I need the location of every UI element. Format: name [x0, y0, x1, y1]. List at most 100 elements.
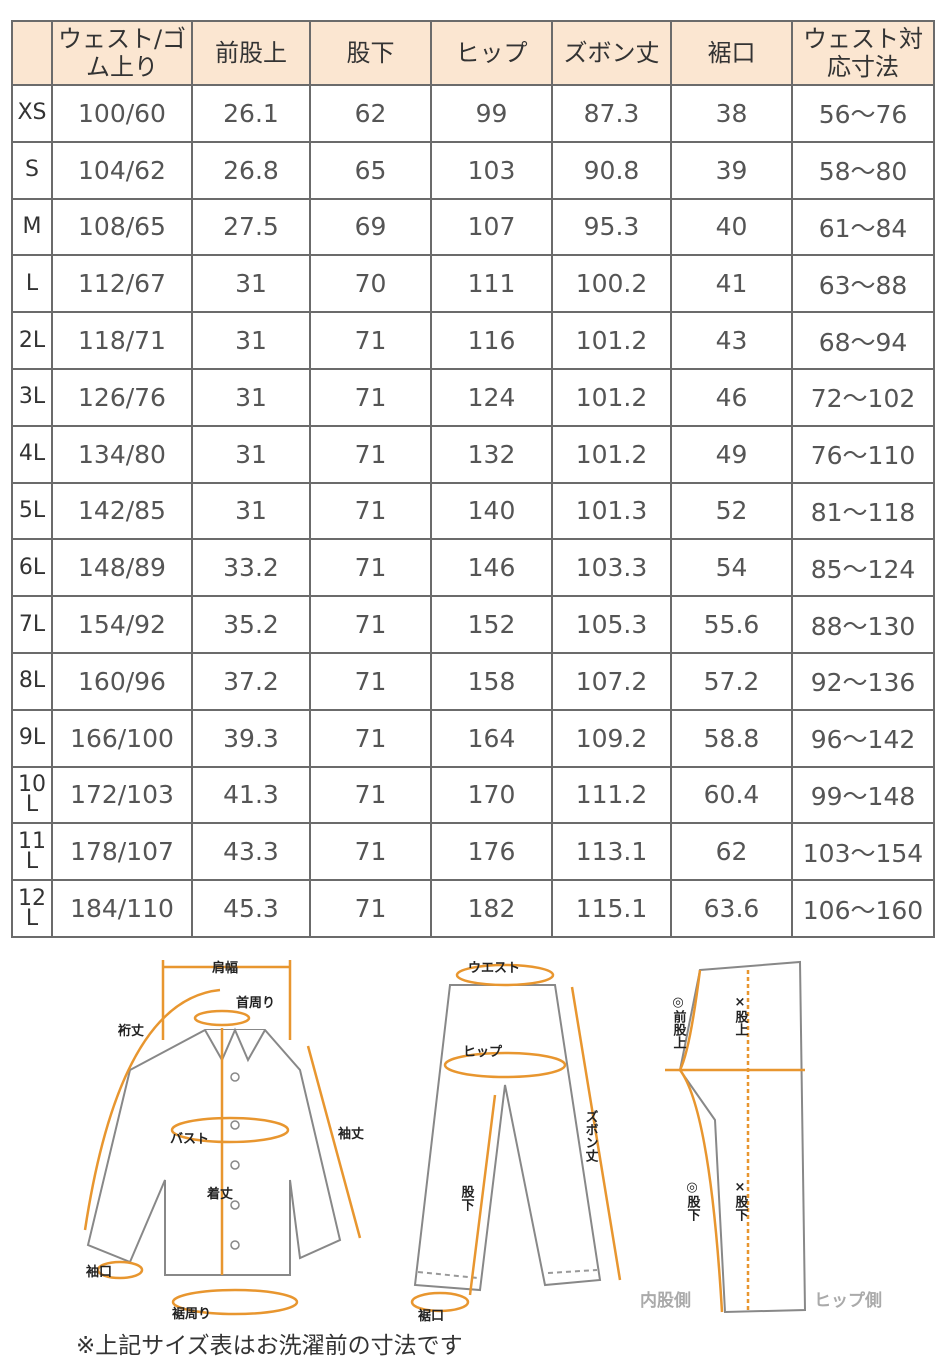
column-header: ヒップ [430, 20, 553, 86]
label-rise: ×股上 [733, 995, 749, 1036]
table-cell: 124 [430, 367, 553, 427]
table-cell: 132 [430, 424, 553, 484]
label-hip: ヒップ [463, 1045, 503, 1060]
table-cell: 99～148 [791, 765, 935, 825]
table-cell: 31 [191, 424, 311, 484]
table-cell: 176 [430, 822, 553, 882]
table-cell: 85～124 [791, 538, 935, 598]
label-neck: 首周り [236, 995, 275, 1011]
table-cell: 45.3 [191, 879, 311, 938]
table-cell: 107.2 [551, 651, 672, 711]
table-cell: 41.3 [191, 765, 311, 825]
label-bust: バスト [170, 1132, 209, 1147]
table-cell: 71 [309, 765, 432, 825]
table-row: XS 100/60 26.1 62 99 87.3 38 56～76 [11, 84, 935, 143]
table-cell: 71 [309, 708, 432, 768]
table-cell: 31 [191, 481, 311, 541]
size-label: 5L [11, 481, 53, 541]
table-cell: 26.8 [191, 140, 311, 200]
table-cell: 146 [430, 538, 553, 598]
label-shoulder: 肩幅 [212, 960, 238, 976]
table-cell: 58～80 [791, 140, 935, 200]
size-label: 3L [11, 367, 53, 427]
table-cell: 101.2 [551, 424, 672, 484]
table-cell: 60.4 [670, 765, 793, 825]
size-label: XS [11, 84, 53, 143]
table-row: 12L 184/110 45.3 71 182 115.1 63.6 106～160 [11, 879, 935, 938]
label-hem: 裾周り [172, 1306, 211, 1322]
table-cell: 61～84 [791, 197, 935, 257]
table-cell: 107 [430, 197, 553, 257]
table-cell: 62 [670, 822, 793, 882]
table-cell: 65 [309, 140, 432, 200]
table-cell: 31 [191, 367, 311, 427]
table-cell: 46 [670, 367, 793, 427]
table-cell: 39.3 [191, 708, 311, 768]
table-cell: 158 [430, 651, 553, 711]
size-label: 9L [11, 708, 53, 768]
table-cell: 26.1 [191, 84, 311, 143]
table-cell: 57.2 [670, 651, 793, 711]
table-cell: 41 [670, 254, 793, 314]
table-row: 7L 154/92 35.2 71 152 105.3 55.6 88～130 [11, 595, 935, 654]
table-cell: 148/89 [51, 538, 193, 598]
wash-note: ※上記サイズ表はお洗濯前の寸法です [76, 1333, 463, 1359]
table-cell: 99 [430, 84, 553, 143]
table-cell: 184/110 [51, 879, 193, 938]
table-row: 9L 166/100 39.3 71 164 109.2 58.8 96～142 [11, 708, 935, 768]
size-label: 6L [11, 538, 53, 598]
table-cell: 71 [309, 595, 432, 654]
table-cell: 40 [670, 197, 793, 257]
table-cell: 172/103 [51, 765, 193, 825]
table-cell: 58.8 [670, 708, 793, 768]
table-cell: 71 [309, 311, 432, 370]
table-cell: 71 [309, 879, 432, 938]
table-row: 10L 172/103 41.3 71 170 111.2 60.4 99～148 [11, 765, 935, 825]
size-label: 10L [11, 765, 53, 825]
table-cell: 103.3 [551, 538, 672, 598]
label-inseam: 股下 [459, 1185, 475, 1212]
table-cell: 105.3 [551, 595, 672, 654]
table-cell: 87.3 [551, 84, 672, 143]
table-cell: 111 [430, 254, 553, 314]
table-cell: 43.3 [191, 822, 311, 882]
table-cell: 68～94 [791, 311, 935, 370]
table-cell: 33.2 [191, 538, 311, 598]
size-label: 11L [11, 822, 53, 882]
table-cell: 101.2 [551, 367, 672, 427]
table-cell: 71 [309, 424, 432, 484]
table-cell: 96～142 [791, 708, 935, 768]
table-row: 8L 160/96 37.2 71 158 107.2 57.2 92～136 [11, 651, 935, 711]
table-cell: 160/96 [51, 651, 193, 711]
table-cell: 43 [670, 311, 793, 370]
table-cell: 71 [309, 651, 432, 711]
column-header [11, 20, 53, 86]
table-cell: 164 [430, 708, 553, 768]
column-header: ウェスト対応寸法 [791, 20, 935, 86]
table-cell: 106～160 [791, 879, 935, 938]
table-cell: 103 [430, 140, 553, 200]
label-pants-length: ズボン丈 [583, 1109, 599, 1163]
label-sleeve: 袖丈 [338, 1126, 364, 1142]
table-row: 2L 118/71 31 71 116 101.2 43 68～94 [11, 311, 935, 370]
measurement-diagram: 肩幅 首周り 裄丈 バスト 袖丈 着丈 袖口 裾周り ウエスト ヒップ 股下 ズ… [83, 960, 882, 1324]
table-cell: 111.2 [551, 765, 672, 825]
table-cell: 37.2 [191, 651, 311, 711]
table-cell: 54 [670, 538, 793, 598]
table-cell: 81～118 [791, 481, 935, 541]
label-waist: ウエスト [468, 961, 520, 976]
label-front-rise: ◎前股上 [671, 995, 687, 1049]
table-cell: 103～154 [791, 822, 935, 882]
pants-diagram: ウエスト ヒップ 股下 ズボン丈 裾口 [410, 961, 622, 1324]
table-cell: 154/92 [51, 595, 193, 654]
label-inseam-o: ◎股下 [685, 1180, 701, 1222]
table-cell: 27.5 [191, 197, 311, 257]
table-cell: 95.3 [551, 197, 672, 257]
label-pants-hem: 裾口 [418, 1308, 444, 1324]
table-cell: 112/67 [51, 254, 193, 314]
table-row: 4L 134/80 31 71 132 101.2 49 76～110 [11, 424, 935, 484]
table-row: 5L 142/85 31 71 140 101.3 52 81～118 [11, 481, 935, 541]
table-cell: 70 [309, 254, 432, 314]
table-cell: 55.6 [670, 595, 793, 654]
table-cell: 140 [430, 481, 553, 541]
